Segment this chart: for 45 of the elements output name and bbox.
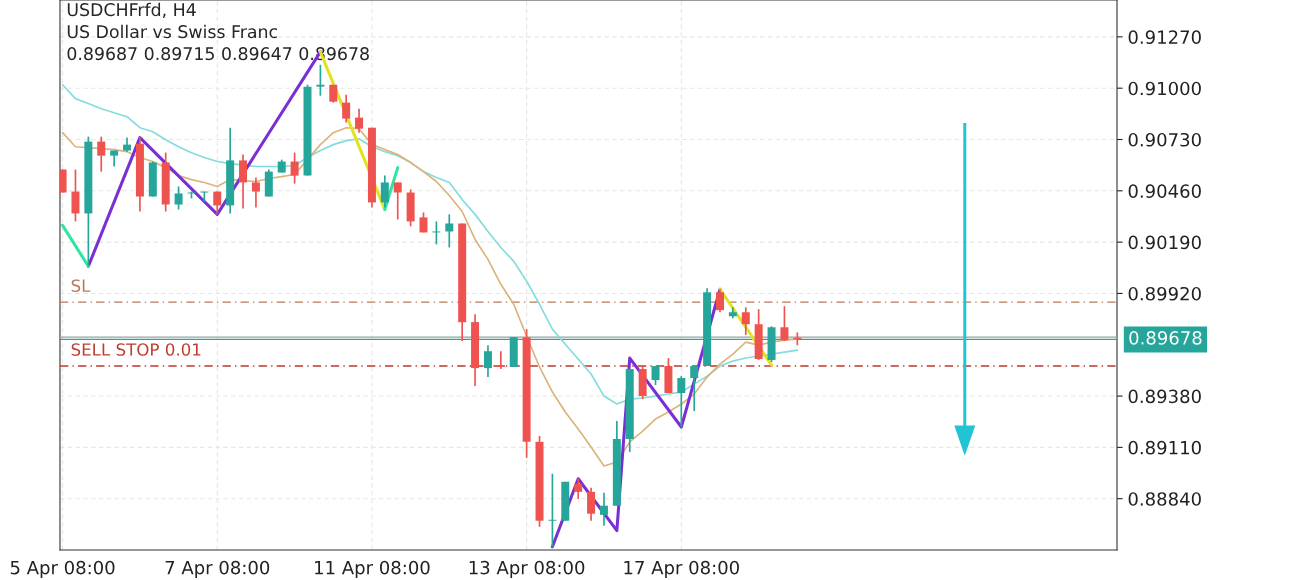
ref-line-label: 0.89678 (1129, 331, 1202, 345)
candlestick (97, 135, 106, 173)
line-series (61, 83, 799, 405)
candlestick (316, 63, 325, 97)
candlestick (71, 168, 80, 223)
y-tick-label: 0.89380 (1128, 389, 1201, 404)
candlestick (251, 176, 260, 209)
candlestick (690, 365, 699, 412)
candlestick (483, 344, 492, 378)
y-tick-label: 0.88840 (1128, 492, 1201, 506)
candlestick (380, 174, 389, 209)
ref-line-label: SL (71, 279, 91, 292)
candlestick (715, 288, 724, 314)
text: US Dollar vs Swiss Franc (67, 24, 277, 39)
x-tick-label: 5 Apr 08:00 (10, 560, 115, 578)
x-tick-label: 7 Apr 08:00 (165, 560, 270, 578)
x-tick-label: 11 Apr 08:00 (315, 560, 430, 578)
x-tick-label: 13 Apr 08:00 (469, 560, 585, 578)
candlestick (239, 153, 248, 210)
candlestick (548, 472, 557, 548)
x-tick-label: 17 Apr 08:00 (624, 560, 739, 578)
candlestick (393, 181, 402, 221)
y-tick-label: 0.89110 (1128, 440, 1201, 455)
y-tick-label: 0.90190 (1128, 235, 1201, 250)
candlestick (445, 213, 454, 249)
y-tick-label: 0.91000 (1128, 81, 1201, 96)
candlestick (780, 305, 789, 342)
candlestick (599, 491, 608, 527)
candlestick (587, 487, 596, 522)
candlestick (432, 220, 441, 246)
chart-title: USDCHFrfd, H4 (67, 2, 196, 18)
candlestick (290, 151, 299, 185)
candlestick (174, 185, 183, 211)
candlestick (355, 107, 364, 134)
candlestick (651, 365, 660, 386)
candlestick (342, 93, 351, 124)
candlestick (574, 477, 583, 500)
y-tick-label: 0.89920 (1128, 286, 1201, 301)
y-tick-label: 0.90460 (1128, 184, 1201, 198)
candlestick (496, 350, 505, 370)
candlestick (741, 306, 750, 336)
y-tick-label: 0.91270 (1128, 30, 1201, 44)
candlestick (677, 375, 686, 428)
ref-line-label: SELL STOP 0.01 (71, 343, 201, 356)
y-tick-label: 0.90730 (1128, 132, 1201, 147)
